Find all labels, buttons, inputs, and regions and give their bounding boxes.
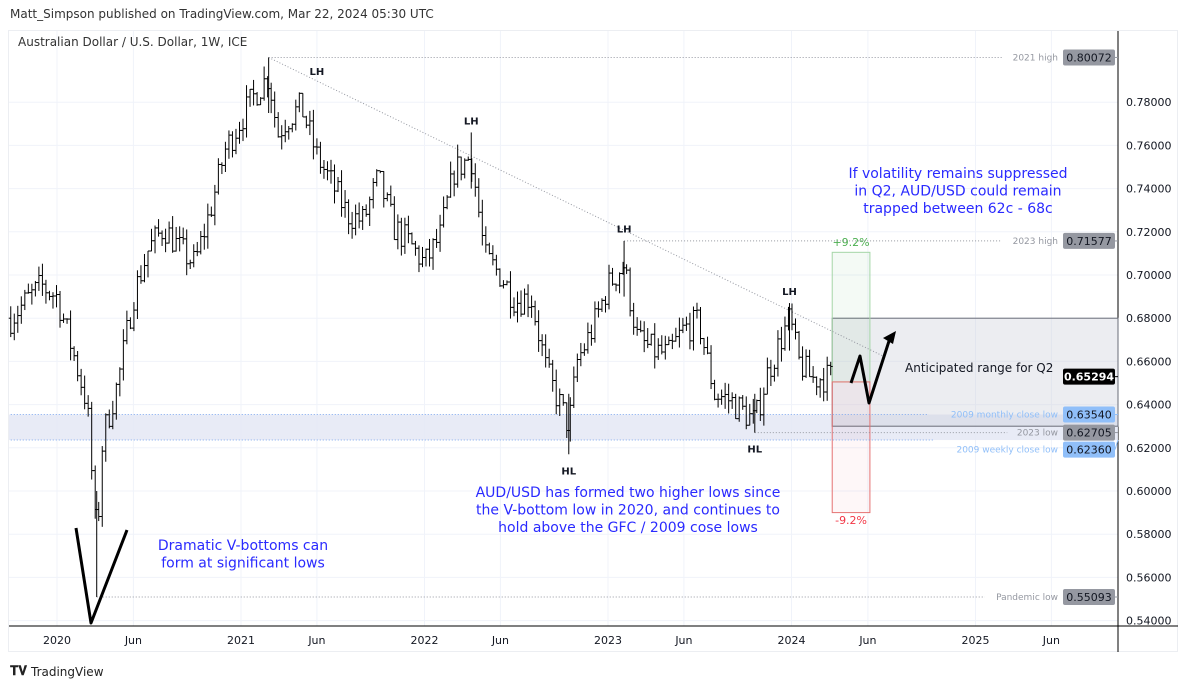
y-tick-label: 0.74000 xyxy=(1126,183,1172,196)
x-tick-label: Jun xyxy=(1042,634,1060,647)
y-tick-label: 0.70000 xyxy=(1126,269,1172,282)
y-tick-label: 0.62000 xyxy=(1126,442,1172,455)
y-tick-label: 0.72000 xyxy=(1126,226,1172,239)
y-tick-label: 0.76000 xyxy=(1126,139,1172,152)
x-tick-label: 2022 xyxy=(410,634,438,647)
x-tick-label: 2025 xyxy=(961,634,989,647)
price-tag xyxy=(1063,368,1115,385)
tradingview-logo-icon: 𝐓𝐕 xyxy=(10,664,27,679)
x-tick-label: Jun xyxy=(124,634,142,647)
price-tag-value: 0.65294 xyxy=(1064,371,1114,384)
price-tag-value: 0.62705 xyxy=(1066,427,1112,440)
annotation-text: hold above the GFC / 2009 cose lows xyxy=(498,520,758,536)
annotation-text: If volatility remains suppressed xyxy=(848,166,1067,182)
v-bottom-sketch xyxy=(74,527,129,625)
tradingview-logo[interactable]: 𝐓𝐕 TradingView xyxy=(10,664,104,679)
projection-up-box xyxy=(831,251,871,383)
price-tag-value: 0.55093 xyxy=(1066,591,1112,604)
y-tick-label: 0.64000 xyxy=(1126,399,1172,412)
y-tick-label: 0.68000 xyxy=(1126,312,1172,325)
price-tag-value: 0.63540 xyxy=(1066,409,1112,422)
annotation-text: AUD/USD has formed two higher lows since xyxy=(476,485,781,501)
annotation-text: trapped between 62c - 68c xyxy=(863,201,1053,217)
published-caption: Matt_Simpson published on TradingView.co… xyxy=(10,7,434,21)
x-tick-label: 2023 xyxy=(594,634,622,647)
price-tag xyxy=(1063,406,1115,423)
level-label: 2023 high xyxy=(1013,237,1058,247)
y-tick-label: 0.60000 xyxy=(1126,485,1172,498)
chart-frame xyxy=(8,30,1178,652)
swing-label: HL xyxy=(561,466,576,477)
annotation-text: form at significant lows xyxy=(161,556,325,572)
chart-title: Australian Dollar / U.S. Dollar, 1W, ICE xyxy=(18,35,247,49)
level-label: 2009 weekly close low xyxy=(956,446,1058,456)
annotation-text: in Q2, AUD/USD could remain xyxy=(854,184,1061,200)
level-label: 2009 monthly close low xyxy=(951,411,1058,421)
level-label: 2021 high xyxy=(1013,53,1058,63)
y-tick-label: 0.78000 xyxy=(1126,96,1172,109)
swing-label: LH xyxy=(464,116,479,127)
x-tick-label: Jun xyxy=(307,634,325,647)
price-tag-connector xyxy=(1114,439,1119,450)
x-tick-label: Jun xyxy=(674,634,692,647)
price-tag xyxy=(1063,49,1115,66)
zigzag-arrow xyxy=(849,337,892,405)
x-tick-label: 2024 xyxy=(777,634,805,647)
annotation-text: Dramatic V-bottoms can xyxy=(158,538,328,554)
level-label: Pandemic low xyxy=(996,593,1058,603)
y-tick-label: 0.56000 xyxy=(1126,571,1172,584)
x-tick-label: 2020 xyxy=(43,634,71,647)
support-zone xyxy=(9,414,1118,441)
projection-down-box xyxy=(831,381,871,514)
projection-up-label: +9.2% xyxy=(832,236,869,249)
logo-text: TradingView xyxy=(31,664,104,679)
x-tick-label: Jun xyxy=(858,634,876,647)
x-tick-label: 2021 xyxy=(227,634,255,647)
price-tag xyxy=(1063,424,1115,441)
price-tag-value: 0.71577 xyxy=(1066,235,1112,248)
swing-label: LH xyxy=(782,287,797,298)
swing-label: LH xyxy=(310,67,325,78)
annotation-text: the V-bottom low in 2020, and continues … xyxy=(476,503,780,519)
x-tick-label: Jun xyxy=(491,634,509,647)
projection-down-label: -9.2% xyxy=(835,514,867,527)
arrow-head-icon xyxy=(883,331,896,344)
y-tick-label: 0.66000 xyxy=(1126,355,1172,368)
price-tag-value: 0.80072 xyxy=(1066,51,1112,64)
price-tag xyxy=(1063,588,1115,605)
range-box-label: Anticipated range for Q2 xyxy=(905,361,1053,375)
swing-label: LH xyxy=(617,224,632,235)
y-tick-label: 0.54000 xyxy=(1126,615,1172,628)
swing-label: HL xyxy=(747,445,762,456)
price-tag-value: 0.62360 xyxy=(1066,444,1112,457)
level-label: 2023 low xyxy=(1017,429,1058,439)
ohlc-bars xyxy=(8,66,833,527)
y-tick-label: 0.58000 xyxy=(1126,528,1172,541)
price-tag xyxy=(1063,232,1115,249)
price-tag xyxy=(1063,441,1115,458)
